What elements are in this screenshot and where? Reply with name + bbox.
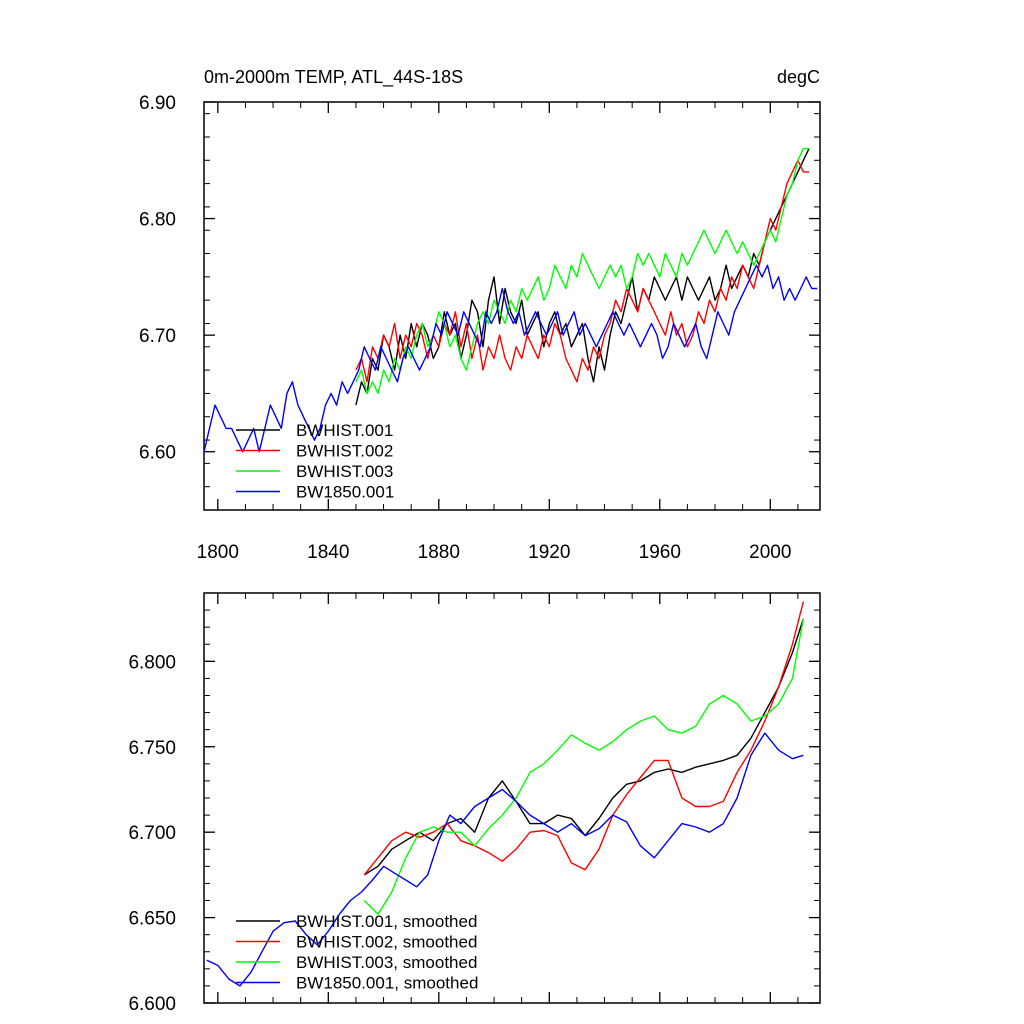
legend-label: BWHIST.002 <box>296 442 393 461</box>
x-tick-label: 1800 <box>197 542 239 563</box>
legend-label: BWHIST.001 <box>296 421 393 440</box>
legend-label: BW1850.001 <box>296 483 394 502</box>
y-tick-label: 6.600 <box>128 994 176 1015</box>
x-tick-label: 1880 <box>418 542 460 563</box>
y-tick-label: 6.750 <box>128 738 176 759</box>
series-line <box>363 618 805 915</box>
axis-ticks: 6.600 6.650 6.700 6.750 6.800 <box>128 592 820 1015</box>
x-tick-label: 1840 <box>307 542 349 563</box>
x-tick-label: 2000 <box>749 542 791 563</box>
bottom-panel: 6.600 6.650 6.700 6.750 6.800 BWHIST.001, sm… <box>128 592 821 1015</box>
y-tick-label: 6.80 <box>139 210 176 231</box>
series-line <box>363 618 805 876</box>
legend: BWHIST.001, smoothed BWHIST.002, smoothed… <box>236 912 478 993</box>
top-panel: 0m-2000m TEMP, ATL_44S-18S degC 1800 1840… <box>139 67 821 563</box>
series-line <box>355 159 809 383</box>
plot-frame <box>203 101 821 511</box>
series-line <box>206 732 804 987</box>
legend-label: BW1850.001, smoothed <box>296 974 478 993</box>
y-tick-label: 6.70 <box>139 326 176 347</box>
series-line <box>203 264 818 453</box>
series-group <box>206 601 805 987</box>
y-tick-label: 6.60 <box>139 443 176 464</box>
legend-label: BWHIST.002, smoothed <box>296 933 477 952</box>
axis-ticks: 1800 1840 1880 1920 1960 2000 6.60 6.70 6.80 6.90 <box>139 93 820 563</box>
x-tick-label: 1960 <box>639 542 681 563</box>
units-label: degC <box>777 67 820 87</box>
legend-label: BWHIST.001, smoothed <box>296 912 477 931</box>
y-tick-label: 6.90 <box>139 93 176 114</box>
x-tick-label: 1920 <box>528 542 570 563</box>
legend-label: BWHIST.003 <box>296 462 393 481</box>
legend-label: BWHIST.003, smoothed <box>296 953 477 972</box>
y-tick-label: 6.800 <box>128 652 176 673</box>
chart-title: 0m-2000m TEMP, ATL_44S-18S <box>204 67 463 88</box>
y-tick-label: 6.700 <box>128 823 176 844</box>
series-group <box>203 147 818 453</box>
y-tick-label: 6.650 <box>128 909 176 930</box>
series-line <box>355 148 810 406</box>
series-line <box>355 147 809 395</box>
